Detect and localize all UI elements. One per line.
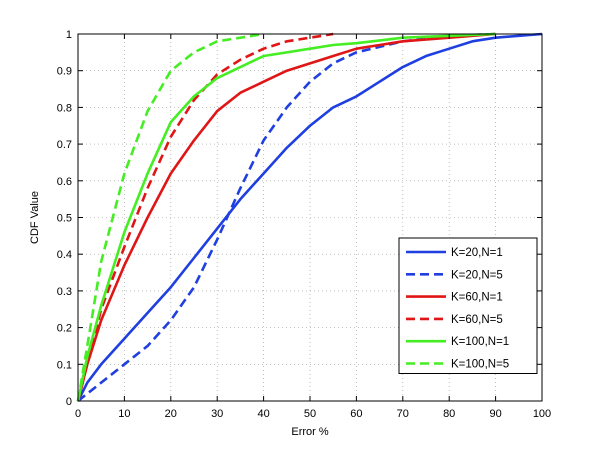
y-tick-label: 1 bbox=[66, 29, 72, 41]
y-tick-label: 0.6 bbox=[57, 176, 72, 188]
axes bbox=[77, 33, 543, 402]
y-tick-label: 0.8 bbox=[57, 102, 72, 114]
legend-label: K=20,N=5 bbox=[451, 269, 503, 281]
x-tick-label: 100 bbox=[533, 408, 551, 420]
legend-label: K=60,N=5 bbox=[451, 314, 503, 326]
x-tick-label: 40 bbox=[257, 408, 269, 420]
x-tick-label: 70 bbox=[397, 408, 409, 420]
x-tick-label: 30 bbox=[211, 408, 223, 420]
x-tick-label: 20 bbox=[165, 408, 177, 420]
legend-label: K=100,N=5 bbox=[451, 359, 509, 371]
series-lines bbox=[76, 32, 543, 403]
legend-label: K=20,N=1 bbox=[451, 247, 503, 259]
y-tick-label: 0.3 bbox=[57, 286, 72, 298]
x-tick-label: 60 bbox=[350, 408, 362, 420]
series-line-5 bbox=[76, 32, 496, 402]
x-tick-label: 10 bbox=[118, 408, 130, 420]
y-tick-label: 0.2 bbox=[57, 323, 72, 335]
y-axis-label: CDF Value bbox=[29, 191, 41, 244]
y-tick-label: 0.7 bbox=[57, 139, 72, 151]
series-line-4 bbox=[76, 32, 334, 402]
y-tick-label: 0.1 bbox=[57, 359, 72, 371]
y-tick-label: 0 bbox=[66, 396, 72, 408]
legend-box bbox=[398, 237, 538, 374]
legend: K=20,N=1 K=20,N=5 K=60,N=1 K=60,N=5 K=100,N=… bbox=[398, 237, 538, 374]
x-tick-label: 90 bbox=[489, 408, 501, 420]
x-tick-label: 50 bbox=[304, 408, 316, 420]
series-line-3 bbox=[76, 32, 496, 402]
legend-label: K=100,N=1 bbox=[451, 336, 509, 348]
x-axis-label: Error % bbox=[291, 426, 329, 438]
y-tick-label: 0.4 bbox=[57, 249, 72, 261]
series-line-6 bbox=[76, 32, 264, 402]
series-line-2 bbox=[77, 32, 496, 403]
legend-label: K=60,N=1 bbox=[451, 292, 503, 304]
x-tick-label: 0 bbox=[75, 408, 81, 420]
x-tick-label: 80 bbox=[443, 408, 455, 420]
y-tick-label: 0.5 bbox=[57, 213, 72, 225]
series-line-1 bbox=[76, 32, 543, 402]
y-tick-label: 0.9 bbox=[57, 66, 72, 78]
tick-labels: 0 10 20 30 40 50 60 70 80 90 100 0 0.1 0.2 0.3 0.4 0.5 0.… bbox=[57, 29, 551, 420]
